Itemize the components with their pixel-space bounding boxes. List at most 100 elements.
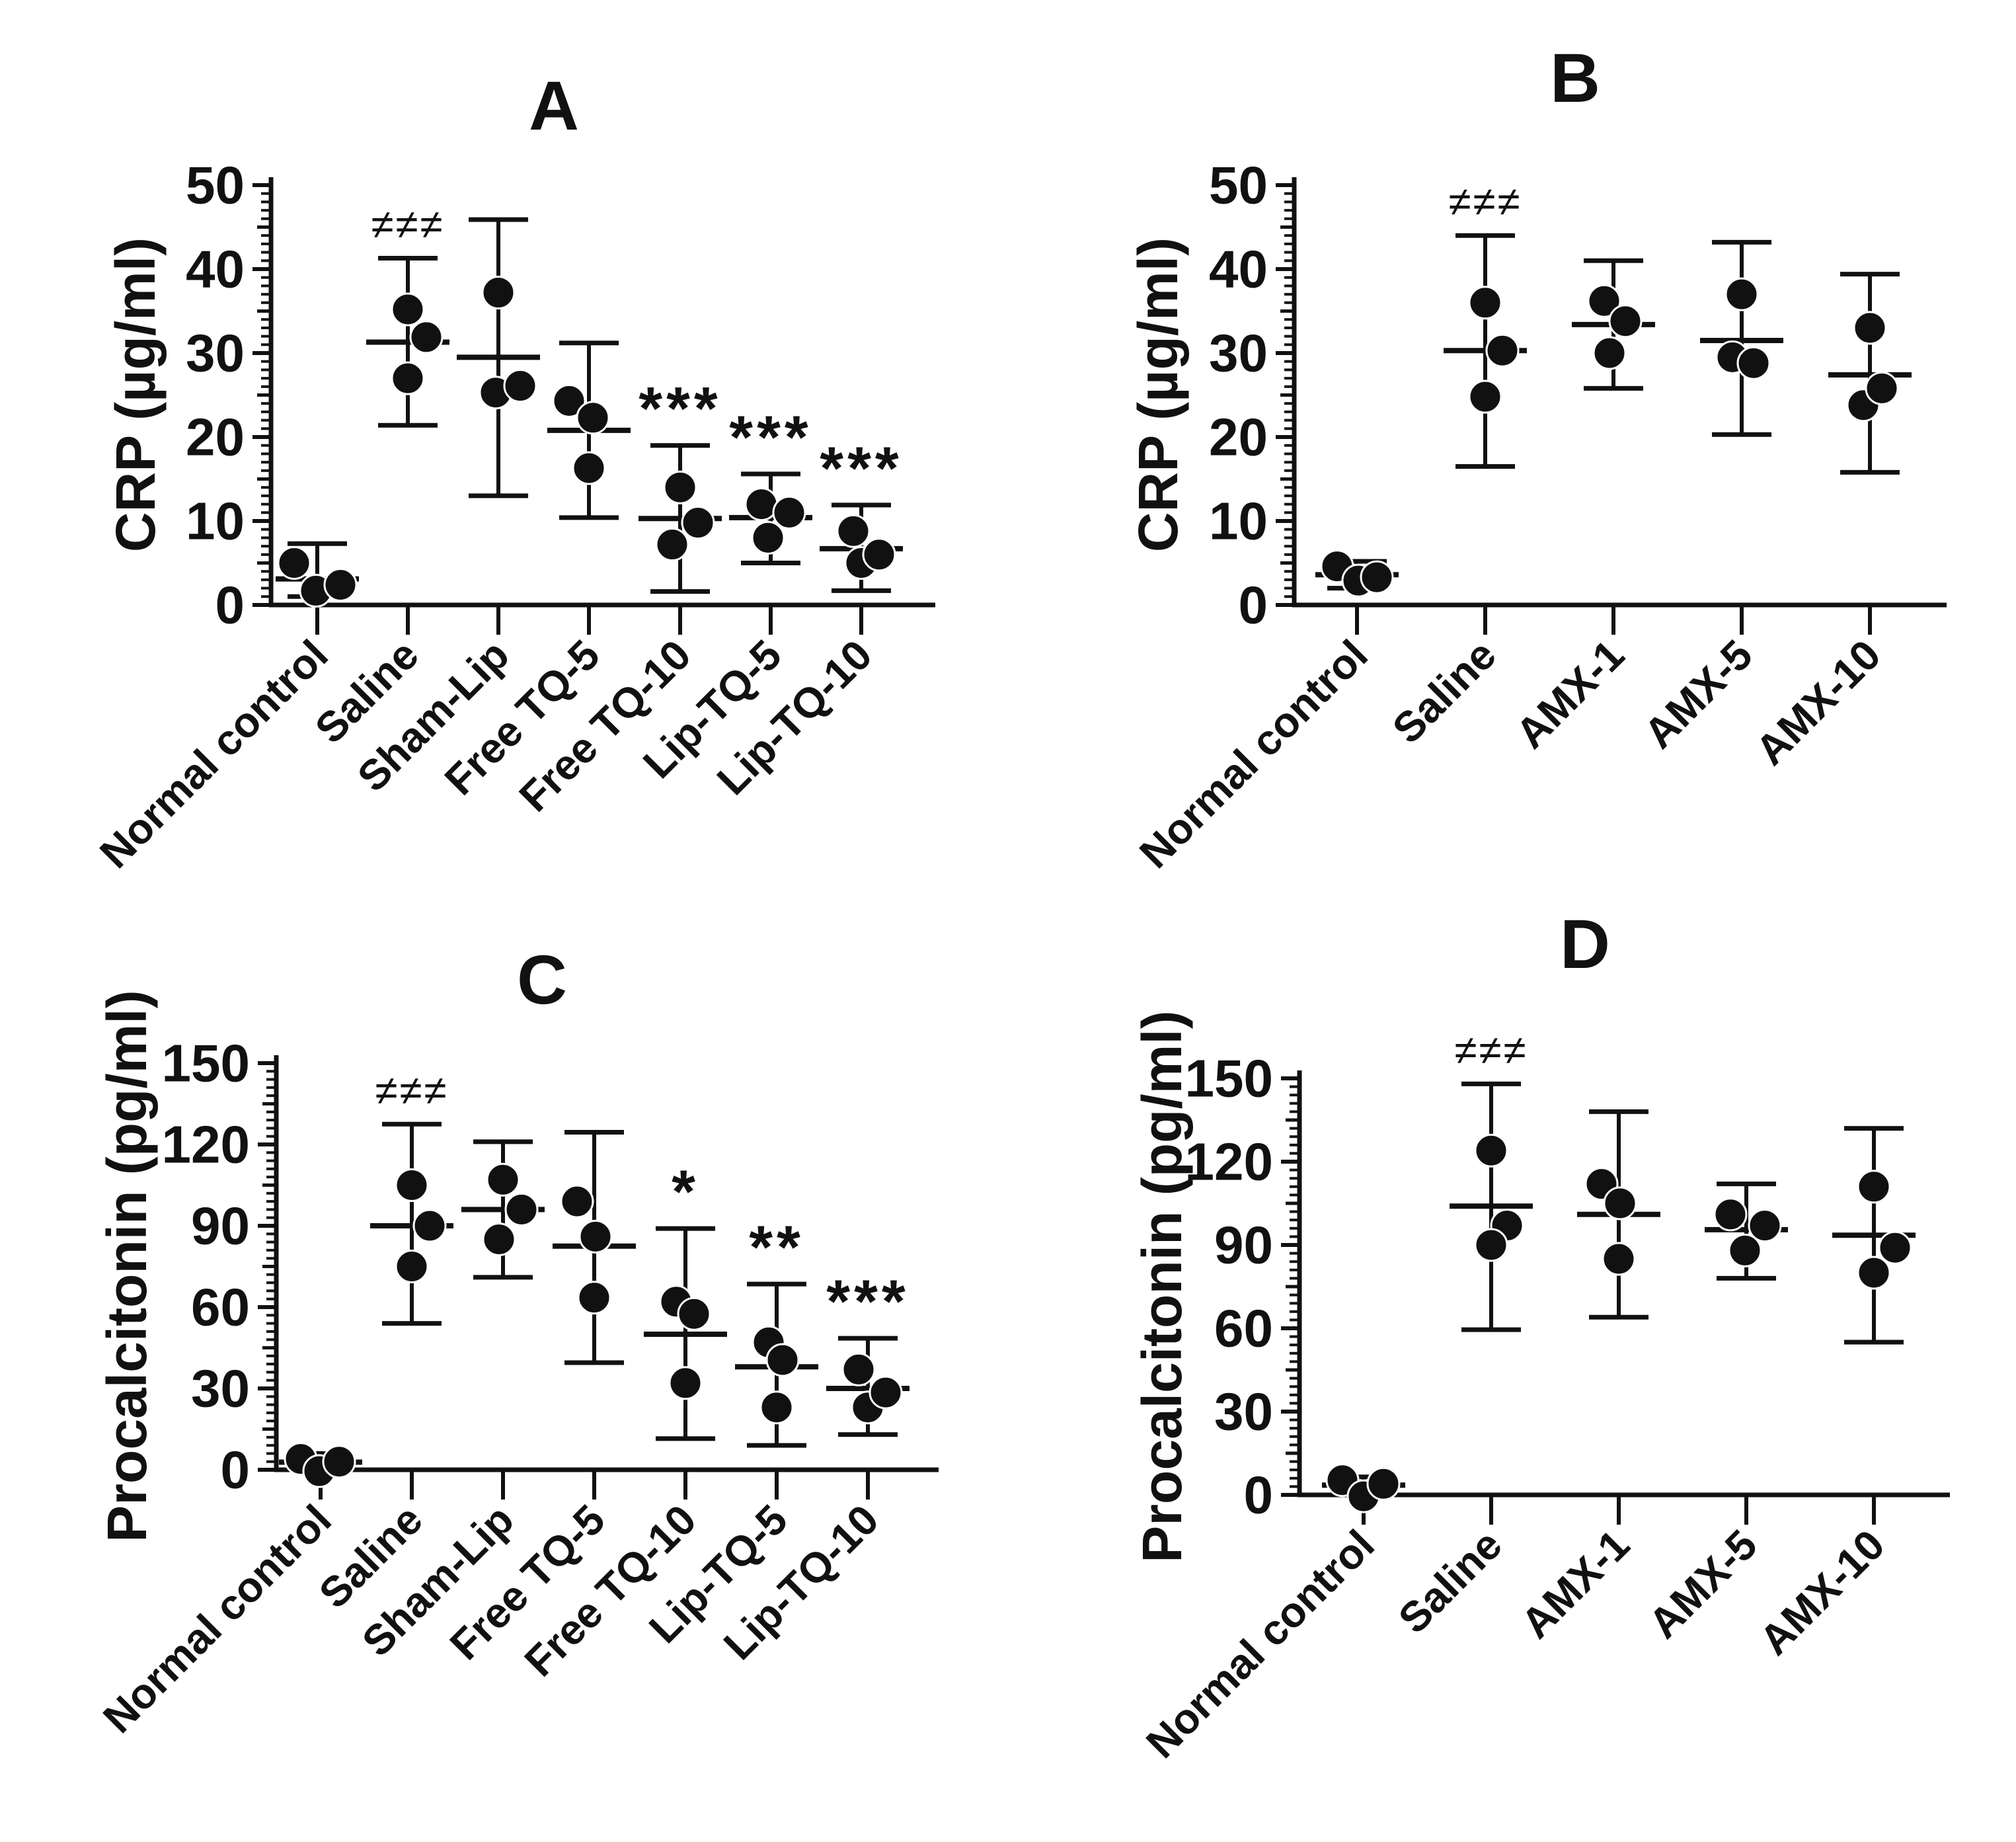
data-point (1857, 1170, 1891, 1204)
x-category-label: Saline (1383, 631, 1505, 752)
data-point (1725, 277, 1759, 311)
data-point (1865, 371, 1899, 405)
data-point (759, 1390, 794, 1425)
data-point (576, 401, 610, 435)
data-point (1878, 1230, 1912, 1265)
y-tick-label: 20 (186, 408, 245, 467)
data-point (836, 514, 871, 548)
data-point (1474, 1133, 1508, 1168)
x-category-label: AMX-10 (1746, 631, 1890, 774)
data-point (277, 546, 311, 580)
y-tick-label: 30 (191, 1359, 250, 1418)
data-point (681, 506, 715, 540)
data-point (1360, 560, 1394, 594)
y-tick-label: 30 (186, 324, 245, 383)
data-point (560, 1184, 594, 1219)
data-point (395, 1168, 429, 1202)
panel-c-y-axis-label: Procalcitonin (pg/ml) (96, 990, 158, 1542)
significance-label: *** (639, 376, 721, 443)
significance-label: ** (749, 1214, 804, 1281)
y-tick-label: 0 (215, 576, 245, 635)
y-tick-label: 0 (1244, 1466, 1274, 1525)
y-tick-label: 40 (186, 240, 245, 299)
y-tick-label: 0 (221, 1441, 251, 1500)
data-point (552, 383, 586, 418)
y-tick-label: 120 (162, 1115, 250, 1174)
data-point (572, 451, 606, 485)
data-point (577, 1281, 611, 1315)
panel-a-title: A (529, 67, 579, 145)
data-point (677, 1297, 711, 1331)
data-point (1366, 1466, 1401, 1501)
y-tick-label: 50 (186, 156, 245, 215)
y-tick-label: 10 (1209, 492, 1268, 551)
y-tick-label: 150 (162, 1034, 250, 1093)
data-point (323, 568, 358, 602)
data-point (655, 528, 689, 562)
data-point (765, 1343, 800, 1377)
data-point (482, 1222, 516, 1256)
data-point (1736, 346, 1771, 380)
significance-label: *** (820, 435, 902, 502)
data-point (1468, 286, 1502, 320)
significance-label: *** (729, 404, 812, 471)
y-tick-label: 20 (1209, 408, 1268, 467)
data-point (1602, 1242, 1636, 1276)
data-point (578, 1219, 613, 1254)
data-point (668, 1366, 703, 1400)
y-tick-label: 0 (1239, 576, 1268, 635)
data-point (744, 487, 779, 522)
y-tick-label: 40 (1209, 240, 1268, 299)
y-tick-label: 90 (191, 1197, 250, 1256)
data-point (1728, 1233, 1762, 1267)
data-point (751, 520, 785, 555)
x-category-label: AMX-10 (1750, 1521, 1894, 1664)
x-category-label: AMX-1 (1506, 631, 1633, 758)
significance-label: ≠≠≠ (1448, 179, 1522, 225)
y-tick-label: 10 (186, 492, 245, 551)
data-point (772, 495, 806, 530)
significance-label: ≠≠≠ (371, 202, 444, 247)
y-tick-label: 50 (1209, 156, 1268, 215)
y-tick-label: 60 (191, 1278, 250, 1337)
significance-label: *** (826, 1268, 909, 1336)
data-point (1853, 311, 1887, 345)
data-point (486, 1162, 520, 1197)
data-point (862, 538, 896, 572)
data-point (412, 1209, 447, 1243)
data-point (1592, 336, 1627, 370)
x-category-label: Normal control (91, 631, 337, 877)
data-point (395, 1250, 429, 1283)
y-tick-label: 30 (1214, 1382, 1273, 1441)
significance-label: ≠≠≠ (1454, 1027, 1528, 1073)
y-tick-label: 90 (1214, 1216, 1273, 1275)
y-tick-label: 30 (1209, 324, 1268, 383)
x-category-label: AMX-1 (1512, 1521, 1639, 1648)
data-point (1713, 1197, 1748, 1232)
data-point (1485, 333, 1520, 368)
y-tick-label: 150 (1185, 1049, 1273, 1108)
data-point (1468, 380, 1502, 414)
data-point (322, 1445, 356, 1479)
panel-d-y-axis-label: Procalcitonin (pg/ml) (1131, 1010, 1193, 1563)
x-category-label: Saline (1389, 1521, 1511, 1642)
x-category-label: Normal control (1130, 631, 1377, 877)
data-point (1603, 1186, 1637, 1221)
data-point (869, 1375, 903, 1410)
data-point (1608, 304, 1643, 339)
x-category-label: AMX-5 (1635, 631, 1762, 758)
panel-c-title: C (517, 941, 567, 1019)
y-tick-label: 120 (1185, 1133, 1273, 1191)
data-point (391, 361, 425, 395)
panel-b-y-axis-label: CRP (µg/ml) (1127, 237, 1189, 553)
significance-label: ≠≠≠ (375, 1068, 448, 1113)
data-point (1857, 1256, 1891, 1290)
data-point (409, 320, 444, 354)
panel-a-y-axis-label: CRP (µg/ml) (104, 237, 167, 553)
panel-d-title: D (1560, 906, 1610, 983)
